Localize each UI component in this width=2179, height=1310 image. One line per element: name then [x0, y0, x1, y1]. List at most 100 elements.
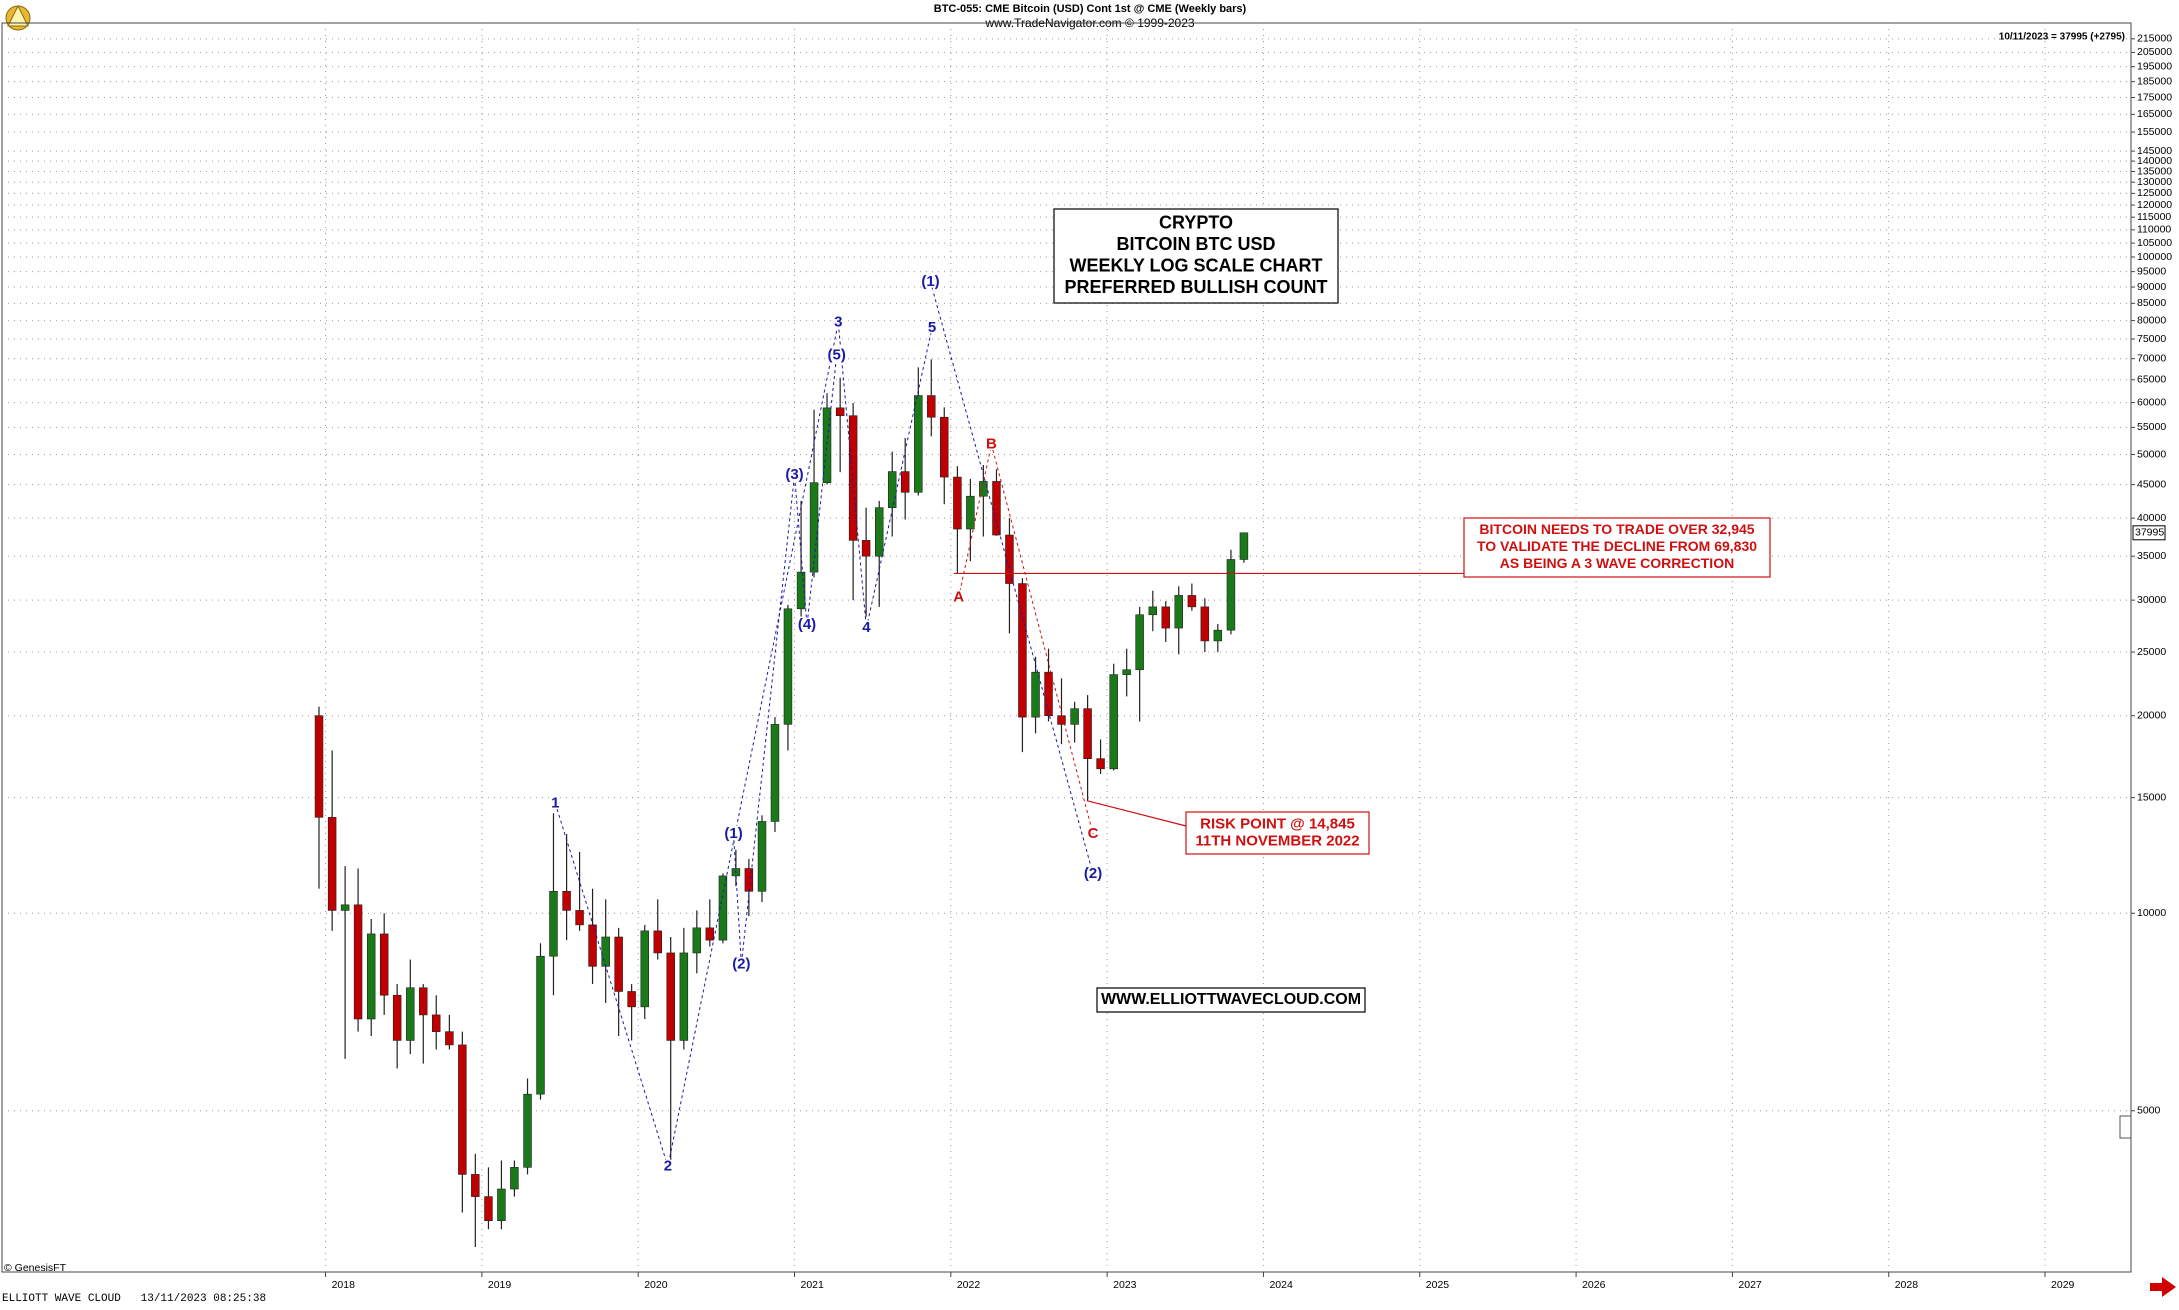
candle-body — [497, 1188, 506, 1222]
x-tick-label: 2029 — [2051, 1279, 2075, 1291]
candle-body — [679, 952, 689, 1041]
y-tick-label: 50000 — [2137, 448, 2166, 460]
y-tick-label: 75000 — [2137, 333, 2166, 345]
candle-body — [1018, 583, 1027, 718]
y-tick-label: 15000 — [2137, 791, 2166, 803]
candle-body — [549, 891, 558, 957]
risk-line — [1086, 800, 1187, 827]
y-tick-label: 125000 — [2137, 187, 2172, 199]
x-tick-label: 2021 — [801, 1279, 825, 1291]
y-tick-label: 215000 — [2137, 33, 2172, 45]
y-tick-label: 155000 — [2137, 126, 2172, 138]
candle-body — [914, 395, 923, 493]
y-tick-label: 85000 — [2137, 297, 2166, 309]
candle-body — [1096, 758, 1105, 770]
y-tick-label: 130000 — [2137, 176, 2172, 188]
candle-body — [353, 904, 363, 1020]
x-tick-label: 2024 — [1269, 1279, 1293, 1291]
candle-body — [392, 994, 402, 1041]
info-text: PREFERRED BULLISH COUNT — [1064, 277, 1327, 297]
candle-body — [900, 471, 910, 493]
candle-body — [445, 1031, 454, 1046]
wave-line — [554, 322, 933, 1167]
risk-note-text: 11TH NOVEMBER 2022 — [1195, 832, 1359, 849]
wave-label: 4 — [862, 619, 871, 636]
candle-body — [887, 471, 897, 508]
y-tick-label: 100000 — [2137, 251, 2172, 263]
validation-note-text: AS BEING A 3 WAVE CORRECTION — [1500, 555, 1734, 571]
candle-body — [1239, 532, 1249, 560]
wave-label: (2) — [732, 955, 750, 972]
y-tick-label: 35000 — [2137, 550, 2166, 562]
risk-note-text: RISK POINT @ 14,845 — [1200, 815, 1355, 832]
candle-body — [653, 930, 662, 954]
candle-body — [314, 715, 324, 818]
candle-body — [861, 540, 871, 557]
candle-body — [744, 868, 754, 892]
website-box — [1096, 987, 1366, 1013]
candle-body — [979, 481, 988, 497]
wave-line — [930, 281, 1094, 875]
x-tick-label: 2018 — [332, 1279, 356, 1291]
info-text: CRYPTO — [1159, 213, 1233, 233]
candle-body — [874, 507, 884, 557]
wave-line — [733, 355, 838, 965]
wave-label: 3 — [834, 314, 842, 331]
y-tick-label: 145000 — [2137, 145, 2172, 157]
candle-body — [366, 933, 376, 1020]
wave-label: 5 — [928, 319, 936, 336]
candle-body — [601, 936, 610, 967]
info-text: BITCOIN BTC USD — [1117, 234, 1276, 254]
candle-body — [1057, 715, 1066, 725]
candle-body — [1213, 629, 1223, 642]
x-tick-label: 2019 — [488, 1279, 512, 1291]
candle-body — [1226, 559, 1236, 631]
wave-label: (4) — [798, 616, 816, 633]
candle-body — [327, 817, 337, 911]
y-tick-label: 120000 — [2137, 199, 2172, 211]
info-text: WEEKLY LOG SCALE CHART — [1069, 256, 1322, 276]
info-box — [1053, 208, 1339, 304]
candle-body — [340, 904, 350, 911]
candle-body — [1135, 614, 1144, 671]
y-tick-label: 45000 — [2137, 478, 2166, 490]
candle-body — [966, 495, 975, 530]
candle-body — [406, 987, 415, 1041]
candle-body — [770, 724, 780, 822]
candle-body — [757, 821, 767, 892]
x-tick-label: 2026 — [1582, 1279, 1606, 1291]
candle-body — [783, 608, 793, 725]
candle-body — [940, 416, 949, 478]
candle-body — [562, 891, 571, 911]
candle-body — [1174, 595, 1183, 629]
candle-body — [1005, 534, 1014, 584]
candle-body — [379, 933, 389, 996]
candle-body — [848, 415, 858, 541]
candle-body — [510, 1167, 519, 1190]
scroll-arrow[interactable] — [2150, 1277, 2176, 1297]
candle-body — [1070, 708, 1079, 725]
candle-body — [458, 1044, 467, 1175]
wave-line — [958, 444, 1094, 835]
y-tick-label: 55000 — [2137, 421, 2166, 433]
candle-body — [1148, 606, 1158, 616]
y-tick-label: 205000 — [2137, 46, 2172, 58]
axis-handle — [2119, 1115, 2132, 1139]
x-tick-label: 2028 — [1895, 1279, 1919, 1291]
risk-note-box — [1185, 811, 1370, 855]
wave-label: 2 — [664, 1158, 672, 1175]
candle-body — [575, 910, 584, 926]
y-tick-label: 165000 — [2137, 108, 2172, 120]
price-tag-box — [2132, 525, 2166, 541]
validation-note-box — [1463, 517, 1771, 578]
x-tick-label: 2020 — [644, 1279, 668, 1291]
y-tick-label: 40000 — [2137, 512, 2166, 524]
plot-frame — [1, 22, 2132, 1273]
candle-body — [1031, 671, 1040, 718]
y-tick-label: 135000 — [2137, 165, 2172, 177]
website: WWW.ELLIOTTWAVECLOUD.COM — [1101, 991, 1361, 1008]
footer: ELLIOTT WAVE CLOUD 13/11/2023 08:25:38 — [2, 1293, 266, 1305]
candle-body — [796, 571, 806, 610]
candle-body — [523, 1093, 532, 1168]
wave-label: (2) — [1084, 865, 1102, 882]
